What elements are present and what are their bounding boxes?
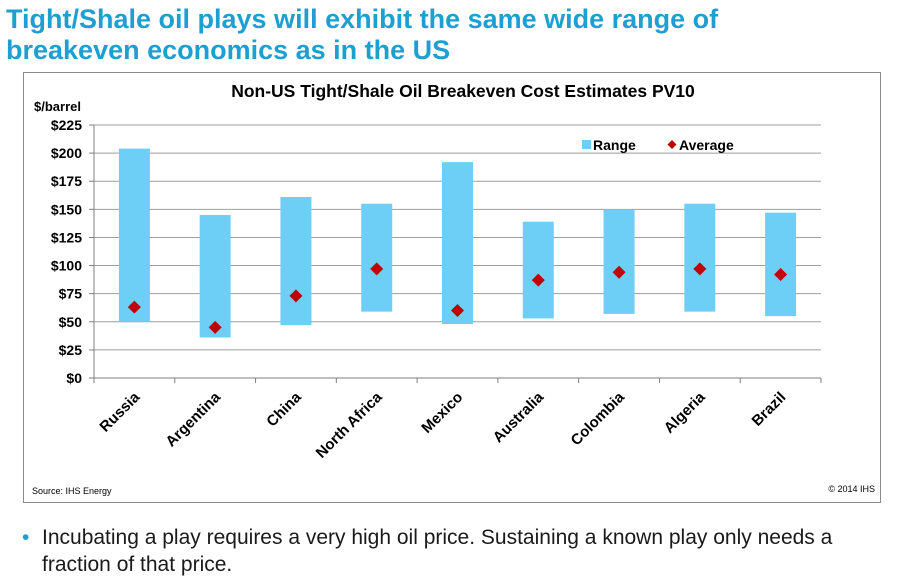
- bullet-point: • Incubating a play requires a very high…: [22, 524, 882, 578]
- legend-average-marker: [667, 140, 677, 149]
- y-tick-label: $125: [51, 229, 82, 245]
- source-note: Source: IHS Energy: [32, 486, 112, 496]
- range-bar: [361, 203, 393, 312]
- y-tick-label: $50: [59, 314, 83, 330]
- y-tick-label: $0: [66, 370, 82, 386]
- average-marker: [208, 320, 222, 334]
- copyright-note: © 2014 IHS: [828, 484, 875, 494]
- y-axis-ticks: $0 $25 $50 $75 $100 $125 $150 $175 $200 $225: [51, 117, 95, 386]
- chart-title: Non-US Tight/Shale Oil Breakeven Cost Es…: [231, 81, 695, 101]
- y-tick-label: $225: [51, 117, 82, 133]
- x-tick-label: Argentina: [162, 388, 224, 450]
- y-tick-label: $200: [51, 145, 82, 161]
- chart-frame: Non-US Tight/Shale Oil Breakeven Cost Es…: [23, 72, 881, 503]
- range-bar: [118, 148, 150, 322]
- x-tick-label: Mexico: [418, 389, 466, 437]
- range-bar: [280, 196, 312, 326]
- x-tick-label: Colombia: [568, 388, 629, 449]
- range-bar: [199, 214, 231, 338]
- y-tick-label: $100: [51, 258, 82, 274]
- y-tick-label: $75: [59, 286, 83, 302]
- slide-title-line-1: Tight/Shale oil plays will exhibit the s…: [6, 4, 719, 34]
- legend-range-label: Range: [593, 137, 636, 153]
- slide-title-line-2: breakeven economics as in the US: [6, 35, 451, 65]
- average-marker: [451, 304, 464, 318]
- average-marker: [774, 268, 788, 282]
- average-marker: [370, 262, 384, 276]
- y-tick-label: $150: [51, 201, 82, 217]
- range-bar: [442, 162, 473, 325]
- bullet-text: Incubating a play requires a very high o…: [42, 526, 833, 576]
- range-bar: [603, 209, 635, 314]
- y-tick-label: $25: [59, 342, 83, 358]
- range-bar: [765, 212, 797, 317]
- average-marker: [531, 273, 545, 287]
- legend: Range Average: [582, 137, 734, 153]
- x-tick-label: Russia: [96, 388, 143, 435]
- average-marker: [127, 300, 141, 314]
- bullet-marker: •: [22, 526, 30, 549]
- average-markers: [127, 262, 788, 334]
- legend-average-label: Average: [679, 137, 734, 153]
- range-bar: [684, 203, 716, 312]
- average-marker: [612, 265, 626, 279]
- x-tick-label: Algeria: [661, 388, 709, 436]
- average-marker: [289, 289, 303, 303]
- legend-range-swatch: [582, 140, 591, 149]
- breakeven-chart: Non-US Tight/Shale Oil Breakeven Cost Es…: [32, 81, 875, 496]
- range-bars: [118, 148, 797, 338]
- x-tick-label: Australia: [490, 388, 548, 446]
- range-bar: [522, 221, 554, 319]
- x-tick-label: China: [263, 388, 305, 430]
- y-axis-label: $/barrel: [34, 99, 81, 114]
- y-tick-label: $175: [51, 173, 82, 189]
- slide-title: Tight/Shale oil plays will exhibit the s…: [6, 4, 891, 66]
- x-tick-label: North Africa: [313, 388, 386, 461]
- average-marker: [693, 262, 707, 276]
- x-tick-label: Brazil: [749, 389, 790, 430]
- x-axis-ticks: Russia Argentina China North Africa Mexico Au…: [93, 378, 822, 462]
